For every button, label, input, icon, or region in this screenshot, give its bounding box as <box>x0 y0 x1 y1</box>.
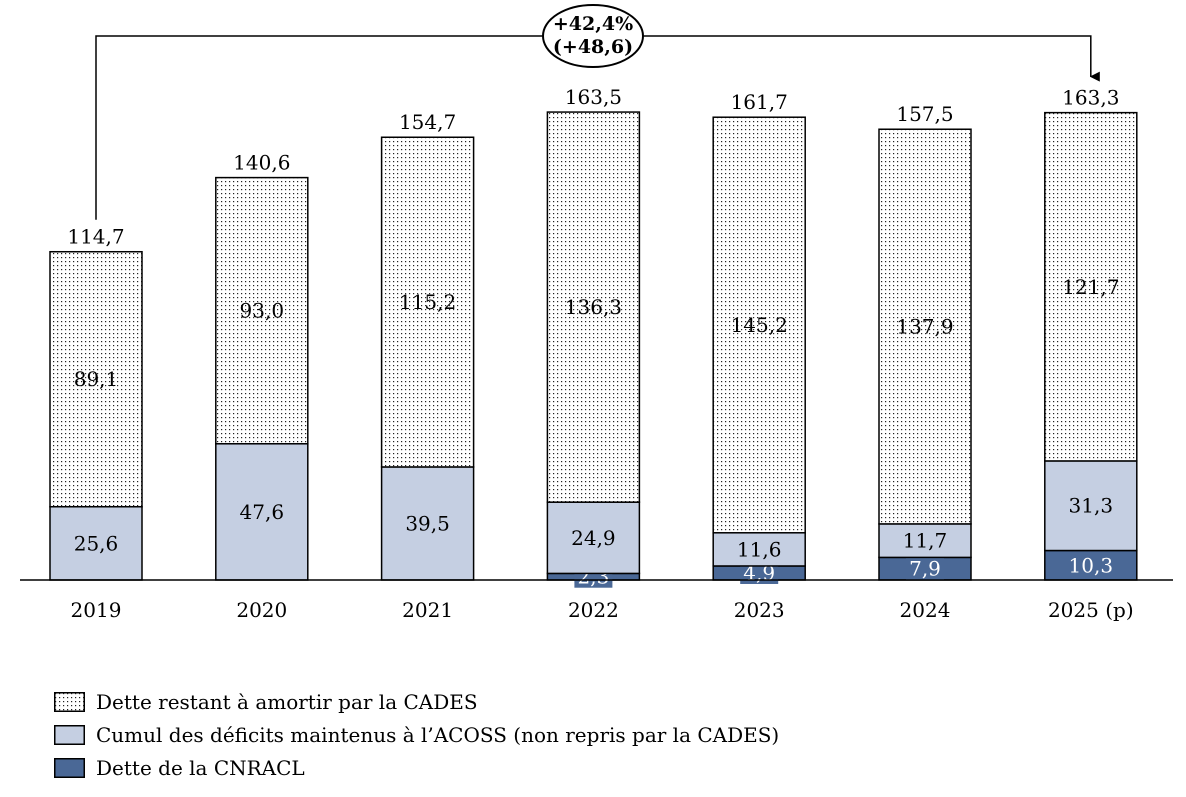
label-bg-cnracl-2023 <box>740 561 779 584</box>
x-tick-2024: 2024 <box>900 598 951 622</box>
x-tick-2019: 2019 <box>71 598 122 622</box>
total-label-2024: 157,5 <box>896 102 953 126</box>
bar-cades-2021 <box>380 136 475 468</box>
total-label-2025-p: 163,3 <box>1062 86 1119 110</box>
label-cades-2020: 93,0 <box>240 299 285 323</box>
legend-swatch-cnracl <box>54 757 85 778</box>
label-cades-2024: 137,9 <box>896 315 953 339</box>
legend-item-cnracl: Dette de la CNRACL <box>54 751 779 784</box>
label-acoss-2021: 39,5 <box>405 511 450 535</box>
label-acoss-2025-p: 31,3 <box>1069 494 1114 518</box>
legend-item-acoss: Cumul des déficits maintenus à l’ACOSS (… <box>54 718 779 751</box>
legend-swatch-acoss <box>54 724 85 745</box>
label-cades-2022: 136,3 <box>565 295 622 319</box>
bar-cades-2023 <box>712 116 806 534</box>
label-bg-cnracl-2025-p <box>1066 554 1115 577</box>
label-bg-cnracl-2024 <box>906 557 944 580</box>
bar-acoss-2024 <box>878 523 972 559</box>
total-label-2021: 154,7 <box>399 110 456 134</box>
label-cades-2025-p: 121,7 <box>1062 275 1119 299</box>
label-acoss-2023: 11,6 <box>737 537 782 561</box>
label-acoss-2020: 47,6 <box>240 500 285 524</box>
legend-swatch-cades <box>54 691 85 712</box>
bar-acoss-2023 <box>712 532 806 567</box>
bar-acoss-2025-p <box>1044 460 1138 552</box>
total-label-2022: 163,5 <box>565 85 622 109</box>
legend-label-cnracl: Dette de la CNRACL <box>96 755 305 780</box>
x-tick-2020: 2020 <box>236 598 287 622</box>
legend: Dette restant à amortir par la CADES Cum… <box>54 685 779 784</box>
label-cnracl-2024: 7,9 <box>909 557 941 581</box>
label-cades-2019: 89,1 <box>74 367 119 391</box>
stacked-bar-chart: 25,6 89,1 114,7 2019 47,6 93,0 140,6 2020 39,5 11… <box>20 4 1173 622</box>
x-tick-2025-p: 2025 (p) <box>1048 598 1134 622</box>
total-label-2019: 114,7 <box>67 225 124 249</box>
label-cades-2023: 145,2 <box>731 313 788 337</box>
bar-cades-2025-p <box>1044 111 1138 462</box>
annotation-amount: (+48,6) <box>553 36 633 58</box>
annotation-percent: +42,4% <box>553 13 633 35</box>
label-cades-2021: 115,2 <box>399 290 456 314</box>
label-acoss-2022: 24,9 <box>571 526 616 550</box>
annotation-line-left <box>95 35 543 220</box>
total-label-2023: 161,7 <box>731 90 788 114</box>
label-acoss-2019: 25,6 <box>74 531 119 555</box>
label-acoss-2024: 11,7 <box>903 529 948 553</box>
label-cnracl-2025-p: 10,3 <box>1069 553 1114 577</box>
bar-acoss-2019 <box>49 505 143 581</box>
bar-acoss-2022 <box>546 501 641 575</box>
bar-cades-2019 <box>49 250 143 508</box>
x-tick-2022: 2022 <box>568 598 619 622</box>
x-tick-2021: 2021 <box>402 598 453 622</box>
bar-cades-2022 <box>546 111 641 503</box>
legend-label-cades: Dette restant à amortir par la CADES <box>96 689 478 714</box>
bars-group: 25,6 89,1 114,7 2019 47,6 93,0 140,6 2020 39,5 11… <box>20 85 1173 622</box>
annotation-ellipse <box>542 4 644 68</box>
bar-cades-2020 <box>215 176 309 445</box>
x-tick-2023: 2023 <box>734 598 785 622</box>
annotation-arrow-right <box>643 35 1100 82</box>
legend-item-cades: Dette restant à amortir par la CADES <box>54 685 779 718</box>
legend-label-acoss: Cumul des déficits maintenus à l’ACOSS (… <box>96 722 780 747</box>
total-label-2020: 140,6 <box>233 151 290 175</box>
bar-cades-2024 <box>878 128 972 525</box>
growth-annotation: +42,4%(+48,6) <box>95 4 1100 220</box>
